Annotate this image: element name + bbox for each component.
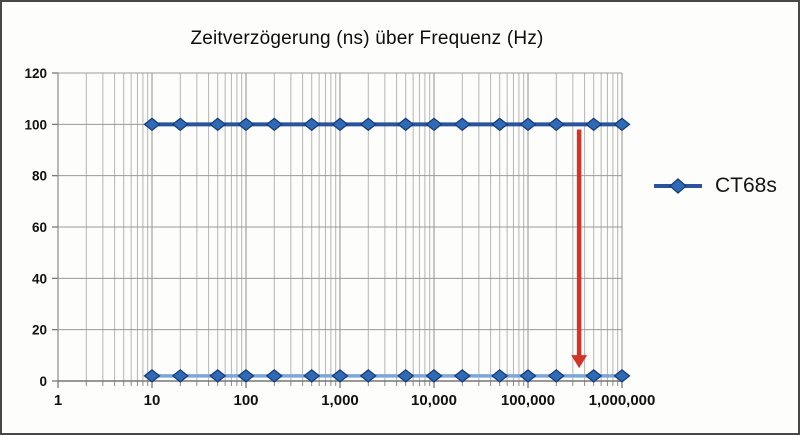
data-point-marker <box>491 369 509 383</box>
data-point-marker <box>359 117 377 132</box>
legend-series-marker-icon <box>654 178 702 194</box>
x-axis-tick-label: 1 <box>54 392 62 409</box>
data-point-marker <box>425 369 443 383</box>
data-point-marker <box>303 369 321 383</box>
data-point-marker <box>613 369 631 383</box>
legend-label: CT68s <box>715 174 777 197</box>
data-point-marker <box>171 117 189 132</box>
data-point-marker <box>397 369 415 383</box>
x-axis-tick-label: 100 <box>233 392 258 409</box>
data-point-marker <box>143 369 161 383</box>
data-point-marker <box>453 117 471 132</box>
data-point-marker <box>547 369 565 383</box>
legend-diamond-icon <box>669 178 687 194</box>
data-point-marker <box>425 117 443 132</box>
data-point-marker <box>303 117 321 132</box>
data-point-marker <box>237 369 255 383</box>
data-point-marker <box>397 117 415 132</box>
chart-title: Zeitverzögerung (ns) über Frequenz (Hz) <box>190 28 544 49</box>
data-point-marker <box>265 117 283 132</box>
y-axis-tick-label: 60 <box>32 220 47 235</box>
y-axis-tick-label: 0 <box>39 374 47 389</box>
x-axis-tick-label: 1,000,000 <box>589 392 656 409</box>
data-point-marker <box>585 369 603 383</box>
drop-arrow-head-icon <box>571 355 588 369</box>
y-axis-tick-label: 20 <box>32 323 47 338</box>
data-point-marker <box>547 117 565 132</box>
data-point-marker <box>171 369 189 383</box>
data-point-marker <box>331 369 349 383</box>
y-axis-tick-label: 40 <box>32 271 47 286</box>
data-point-marker <box>209 117 227 132</box>
data-point-marker <box>265 369 283 383</box>
data-point-marker <box>613 117 631 132</box>
data-point-marker <box>237 117 255 132</box>
data-point-marker <box>519 117 537 132</box>
x-axis-tick-label: 10,000 <box>411 392 457 409</box>
data-point-marker <box>209 369 227 383</box>
data-point-marker <box>143 117 161 132</box>
x-axis-tick-label: 100,000 <box>501 392 555 409</box>
data-point-marker <box>331 117 349 132</box>
legend: CT68s <box>652 174 777 198</box>
data-point-marker <box>453 369 471 383</box>
x-axis-tick-label: 10 <box>144 392 161 409</box>
y-axis-tick-label: 80 <box>32 169 47 184</box>
y-axis-tick-label: 120 <box>24 66 47 81</box>
data-point-marker <box>519 369 537 383</box>
y-axis-tick-label: 100 <box>24 117 47 132</box>
data-point-marker <box>585 117 603 132</box>
data-point-marker <box>491 117 509 132</box>
data-point-marker <box>359 369 377 383</box>
x-axis-tick-label: 1,000 <box>321 392 359 409</box>
